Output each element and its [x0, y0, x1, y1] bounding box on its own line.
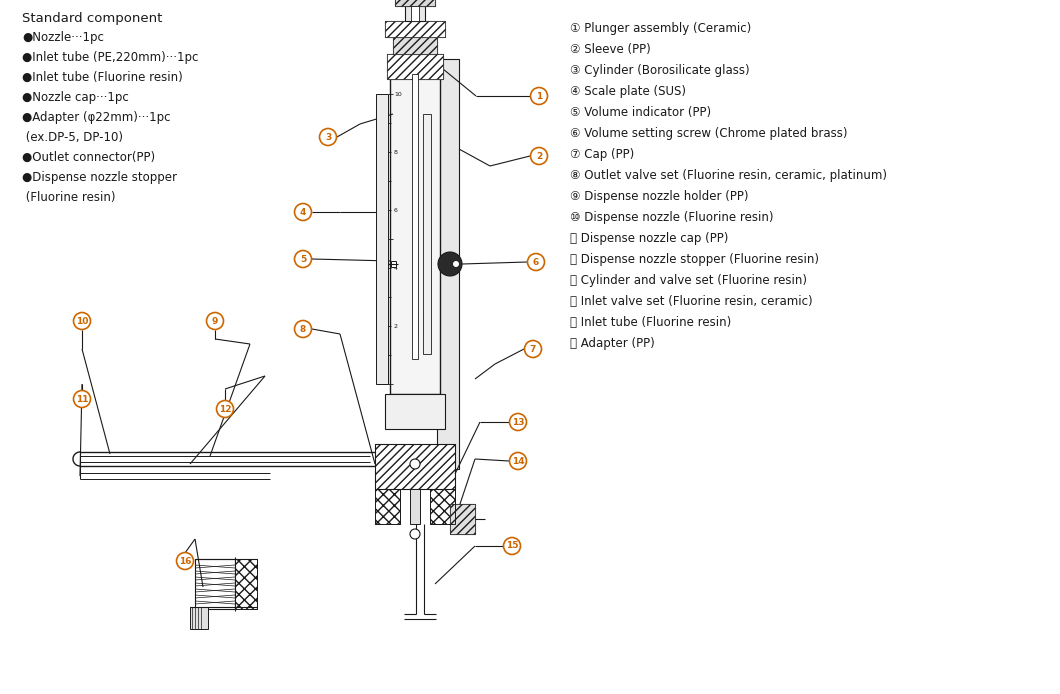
Bar — [375, 444, 455, 489]
Text: 16: 16 — [179, 557, 191, 566]
Text: 2: 2 — [536, 151, 542, 160]
Circle shape — [530, 148, 548, 164]
Circle shape — [295, 251, 312, 267]
Circle shape — [510, 414, 527, 430]
Text: 15: 15 — [506, 541, 518, 550]
Text: ●Nozzle···1pc: ●Nozzle···1pc — [22, 31, 104, 44]
Text: ⑤ Volume indicator (PP): ⑤ Volume indicator (PP) — [570, 106, 711, 119]
Text: ⑯ Adapter (PP): ⑯ Adapter (PP) — [570, 337, 655, 350]
Bar — [385, 21, 445, 37]
Text: 8: 8 — [300, 325, 306, 334]
Circle shape — [73, 312, 90, 330]
Text: ⑥ Volume setting screw (Chrome plated brass): ⑥ Volume setting screw (Chrome plated br… — [570, 127, 848, 140]
Text: ●Inlet tube (PE,220mm)···1pc: ●Inlet tube (PE,220mm)···1pc — [22, 51, 198, 64]
Bar — [385, 394, 445, 429]
Text: ●Nozzle cap···1pc: ●Nozzle cap···1pc — [22, 91, 128, 104]
Circle shape — [319, 128, 336, 146]
Circle shape — [504, 537, 520, 555]
Text: 8: 8 — [394, 149, 398, 155]
Text: 6: 6 — [533, 257, 540, 266]
Text: 4: 4 — [300, 208, 306, 217]
Text: ●Dispense nozzle stopper: ●Dispense nozzle stopper — [22, 171, 177, 184]
Bar — [430, 489, 455, 524]
Text: 10: 10 — [76, 316, 88, 325]
Bar — [393, 36, 437, 54]
Bar — [387, 54, 443, 79]
Circle shape — [410, 459, 420, 469]
Bar — [387, 54, 443, 79]
Text: 1: 1 — [536, 92, 542, 101]
Bar — [423, 114, 431, 354]
Text: 12: 12 — [218, 405, 231, 414]
Bar — [390, 74, 440, 394]
Text: ⑪ Dispense nozzle cap (PP): ⑪ Dispense nozzle cap (PP) — [570, 232, 728, 245]
Bar — [411, 6, 419, 21]
Bar — [195, 559, 235, 609]
Circle shape — [453, 261, 459, 267]
Text: 5: 5 — [300, 255, 306, 264]
Text: ⑨ Dispense nozzle holder (PP): ⑨ Dispense nozzle holder (PP) — [570, 190, 748, 203]
Text: 14: 14 — [512, 457, 525, 466]
Bar — [391, 261, 396, 267]
Bar — [375, 444, 455, 489]
Text: 3: 3 — [324, 133, 331, 142]
Bar — [385, 21, 445, 37]
Text: ⑮ Inlet tube (Fluorine resin): ⑮ Inlet tube (Fluorine resin) — [570, 316, 731, 329]
Circle shape — [438, 252, 462, 276]
Text: 10: 10 — [394, 92, 402, 96]
Text: ⑩ Dispense nozzle (Fluorine resin): ⑩ Dispense nozzle (Fluorine resin) — [570, 211, 774, 224]
Bar — [412, 74, 418, 359]
Circle shape — [177, 552, 194, 570]
Text: 13: 13 — [512, 418, 525, 427]
Circle shape — [295, 203, 312, 221]
Bar — [430, 489, 455, 524]
Text: ③ Cylinder (Borosilicate glass): ③ Cylinder (Borosilicate glass) — [570, 64, 749, 77]
Circle shape — [207, 312, 224, 330]
Text: 9: 9 — [212, 316, 218, 325]
Circle shape — [530, 87, 548, 105]
Circle shape — [216, 400, 233, 418]
Bar — [440, 260, 450, 268]
Bar — [375, 489, 400, 524]
Text: (ex.DP-5, DP-10): (ex.DP-5, DP-10) — [22, 131, 123, 144]
Bar — [235, 559, 257, 609]
Bar — [235, 559, 257, 609]
Bar — [376, 94, 388, 384]
Text: ① Plunger assembly (Ceramic): ① Plunger assembly (Ceramic) — [570, 22, 752, 35]
Text: 2: 2 — [394, 323, 398, 328]
Bar — [190, 607, 208, 629]
Circle shape — [73, 391, 90, 407]
Circle shape — [528, 253, 545, 271]
Text: 4: 4 — [394, 266, 398, 271]
Circle shape — [510, 452, 527, 470]
Bar — [437, 59, 459, 469]
Bar — [395, 0, 435, 6]
Text: ⑧ Outlet valve set (Fluorine resin, ceramic, platinum): ⑧ Outlet valve set (Fluorine resin, cera… — [570, 169, 887, 182]
Text: ⑫ Dispense nozzle stopper (Fluorine resin): ⑫ Dispense nozzle stopper (Fluorine resi… — [570, 253, 819, 266]
Text: Standard component: Standard component — [22, 12, 162, 25]
Text: ●Inlet tube (Fluorine resin): ●Inlet tube (Fluorine resin) — [22, 71, 182, 84]
Text: ⑭ Inlet valve set (Fluorine resin, ceramic): ⑭ Inlet valve set (Fluorine resin, ceram… — [570, 295, 813, 308]
Text: ② Sleeve (PP): ② Sleeve (PP) — [570, 43, 651, 56]
Text: (Fluorine resin): (Fluorine resin) — [22, 191, 116, 204]
Text: ●Adapter (φ22mm)···1pc: ●Adapter (φ22mm)···1pc — [22, 111, 171, 124]
Text: 7: 7 — [530, 344, 536, 353]
Circle shape — [525, 341, 542, 357]
Bar — [450, 504, 475, 534]
Bar — [375, 489, 400, 524]
Circle shape — [410, 529, 420, 539]
Text: ④ Scale plate (SUS): ④ Scale plate (SUS) — [570, 85, 686, 98]
Text: ⑬ Cylinder and valve set (Fluorine resin): ⑬ Cylinder and valve set (Fluorine resin… — [570, 274, 807, 287]
Bar — [395, 0, 435, 6]
Text: ⑦ Cap (PP): ⑦ Cap (PP) — [570, 148, 634, 161]
Text: ●Outlet connector(PP): ●Outlet connector(PP) — [22, 151, 155, 164]
Text: 11: 11 — [75, 394, 88, 403]
Bar — [410, 489, 420, 524]
Circle shape — [295, 321, 312, 337]
Bar — [405, 3, 425, 21]
Bar — [450, 504, 475, 534]
Bar — [393, 36, 437, 54]
Text: 6: 6 — [394, 208, 398, 212]
